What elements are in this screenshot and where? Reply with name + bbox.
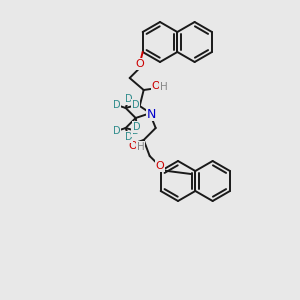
Text: O: O: [151, 81, 160, 91]
Text: D: D: [125, 94, 133, 104]
Text: O: O: [135, 59, 144, 69]
Text: D: D: [113, 126, 121, 136]
Text: D: D: [132, 100, 140, 110]
Text: H: H: [137, 142, 145, 152]
Text: H: H: [160, 82, 168, 92]
Text: D: D: [132, 126, 140, 136]
Text: D: D: [125, 132, 133, 142]
Text: N: N: [147, 107, 156, 121]
Text: D: D: [113, 100, 121, 110]
Text: D: D: [133, 122, 140, 132]
Text: O: O: [155, 161, 164, 171]
Text: O: O: [128, 141, 137, 151]
